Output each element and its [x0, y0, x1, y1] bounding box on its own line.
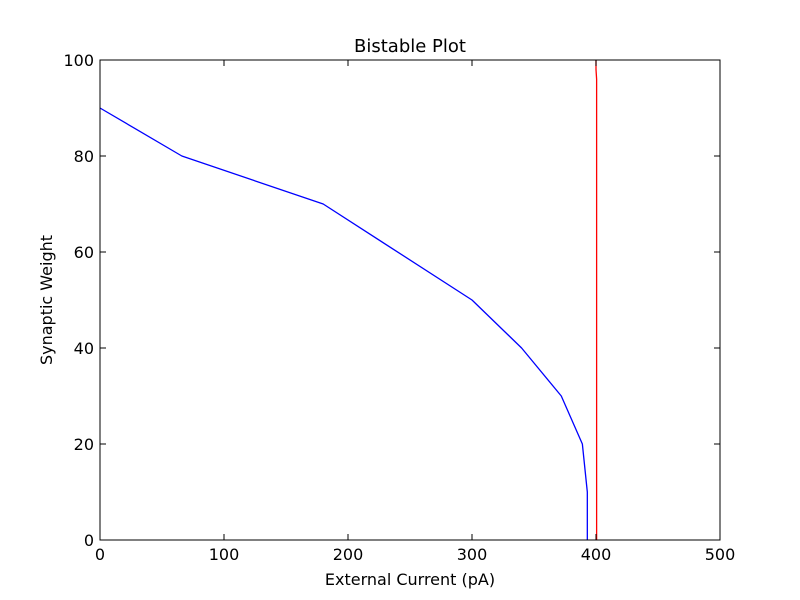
- x-tick-label: 400: [581, 545, 612, 564]
- y-tick-label: 60: [74, 243, 94, 262]
- plot-frame: [99, 59, 721, 541]
- y-tick-label: 80: [74, 147, 94, 166]
- series-layer: [99, 60, 598, 540]
- x-tick-label: 500: [705, 545, 736, 564]
- y-tick-label: 40: [74, 339, 94, 358]
- y-axis-label: Synaptic Weight: [37, 235, 56, 365]
- tick-layer: 0 100 200 300 400 500 0 20 40 60 80 100: [63, 51, 735, 564]
- chart-title: Bistable Plot: [354, 36, 466, 57]
- series-line-2: [595, 60, 598, 540]
- x-tick-label: 0: [95, 545, 105, 564]
- y-tick-label: 100: [63, 51, 94, 70]
- x-tick-label: 300: [457, 545, 488, 564]
- x-tick-label: 200: [333, 545, 364, 564]
- y-tick-label: 0: [84, 531, 94, 550]
- x-axis-label: External Current (pA): [325, 570, 495, 589]
- series-line-1: [99, 107, 588, 540]
- y-tick-label: 20: [74, 435, 94, 454]
- x-tick-label: 100: [209, 545, 240, 564]
